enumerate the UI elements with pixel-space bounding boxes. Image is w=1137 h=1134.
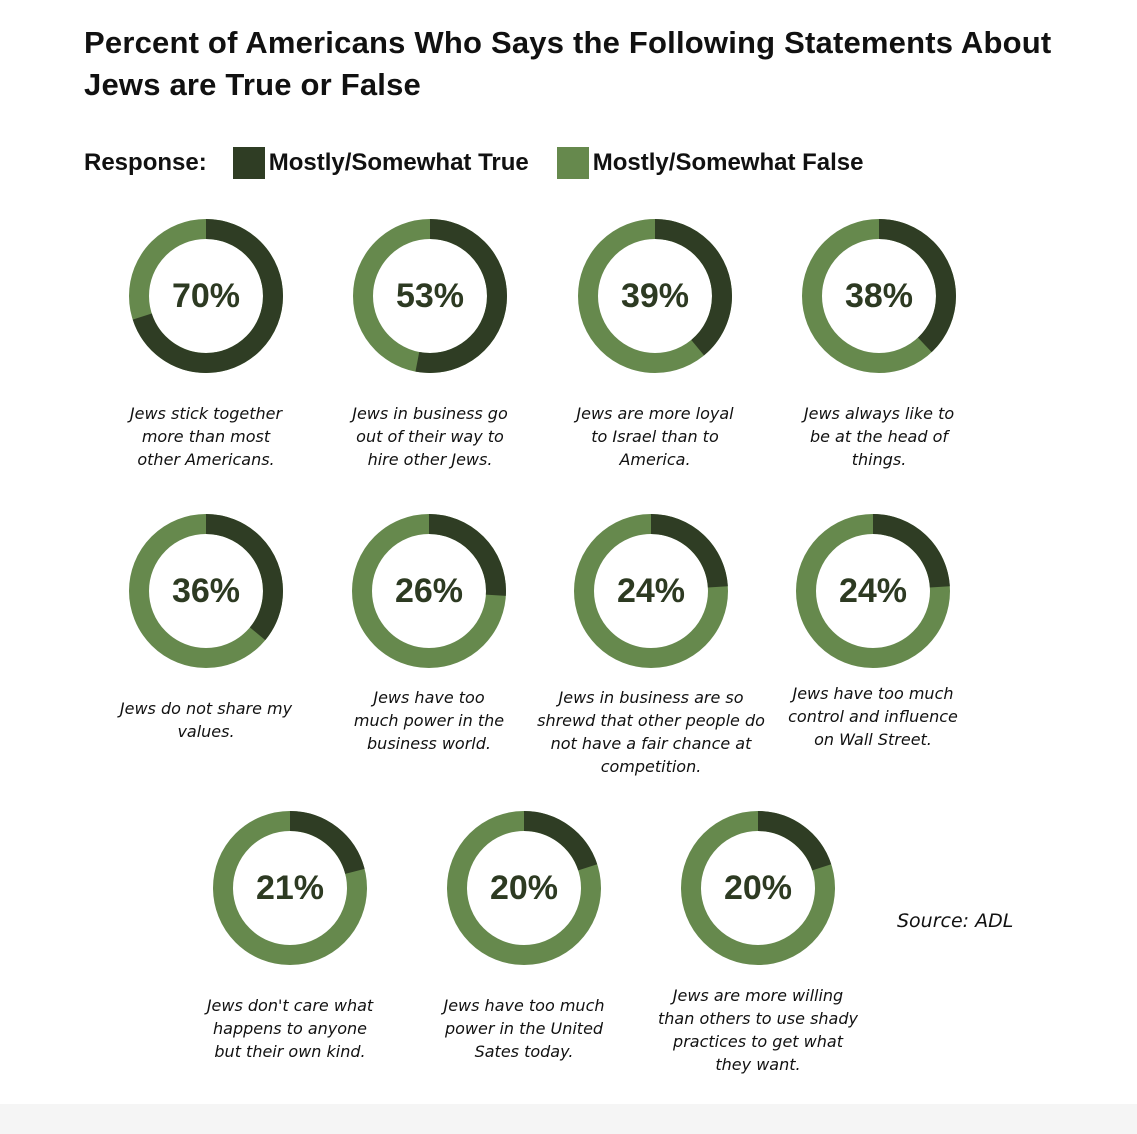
donut-svg xyxy=(352,514,506,668)
donut-percent-label: 24% xyxy=(838,571,908,610)
legend-label: Response: xyxy=(84,149,207,176)
statement-caption: Jews in business are so shrewd that othe… xyxy=(537,688,765,776)
donut-chart: 20% xyxy=(678,808,838,968)
statement-caption: Jews always like to be at the head of th… xyxy=(803,404,955,469)
donut-chart: 53% xyxy=(350,216,510,376)
donut-true-arc xyxy=(352,514,506,668)
donut-percent-label: 53% xyxy=(395,276,465,315)
donut-true-arc xyxy=(129,219,283,373)
donut-true-arc xyxy=(213,811,367,965)
donut-chart: 24% xyxy=(793,511,953,671)
donut-percent-label: 21% xyxy=(255,868,325,907)
statement-caption: Jews have too much control and influence… xyxy=(788,684,958,749)
donut-svg xyxy=(213,811,367,965)
donut-percent-label: 70% xyxy=(171,276,241,315)
donut-percent-label: 24% xyxy=(616,571,686,610)
legend: Response: Mostly/Somewhat True Mostly/So… xyxy=(84,146,892,180)
donut-chart: 26% xyxy=(349,511,509,671)
donut-chart: 24% xyxy=(571,511,731,671)
footer-bar xyxy=(0,1104,1137,1134)
statement-caption: Jews in business go out of their way to … xyxy=(352,404,508,469)
legend-text-false: Mostly/Somewhat False xyxy=(592,149,864,176)
donut-true-arc xyxy=(796,514,950,668)
donut-svg xyxy=(578,219,732,373)
donut-percent-label: 38% xyxy=(844,276,914,315)
donut-svg xyxy=(802,219,956,373)
legend-text-true: Mostly/Somewhat True xyxy=(268,149,529,176)
donut-true-arc xyxy=(578,219,732,373)
statement-caption: Jews are more willing than others to use… xyxy=(658,986,858,1074)
donut-svg xyxy=(447,811,601,965)
legend-item-false: Mostly/Somewhat False xyxy=(556,147,864,179)
statement-caption: Jews have too much power in the United S… xyxy=(443,996,605,1061)
donut-chart: 21% xyxy=(210,808,370,968)
donut-svg xyxy=(353,219,507,373)
legend-swatch-false xyxy=(556,147,589,179)
donut-svg xyxy=(129,514,283,668)
donut-svg xyxy=(129,219,283,373)
donut-true-arc xyxy=(447,811,601,965)
donut-chart: 20% xyxy=(444,808,604,968)
donut-true-arc xyxy=(574,514,728,668)
donut-svg xyxy=(574,514,728,668)
donut-chart: 39% xyxy=(575,216,735,376)
legend-item-true: Mostly/Somewhat True xyxy=(232,147,529,179)
donut-true-arc xyxy=(802,219,956,373)
statement-caption: Jews stick together more than most other… xyxy=(129,404,283,469)
source-note: Source: ADL xyxy=(897,910,1014,932)
chart-title: Percent of Americans Who Says the Follow… xyxy=(84,25,1052,102)
donut-percent-label: 26% xyxy=(394,571,464,610)
donut-chart: 70% xyxy=(126,216,286,376)
donut-true-arc xyxy=(129,514,283,668)
statement-caption: Jews do not share my values. xyxy=(119,699,293,741)
donut-chart: 38% xyxy=(799,216,959,376)
donut-svg xyxy=(681,811,835,965)
donut-percent-label: 39% xyxy=(620,276,690,315)
statement-caption: Jews have too much power in the business… xyxy=(353,688,505,753)
donut-true-arc xyxy=(681,811,835,965)
donut-svg xyxy=(796,514,950,668)
donut-chart: 36% xyxy=(126,511,286,671)
donut-true-arc xyxy=(353,219,507,373)
statement-caption: Jews don't care what happens to anyone b… xyxy=(206,996,374,1061)
legend-swatch-true xyxy=(232,147,265,179)
statement-caption: Jews are more loyal to Israel than to Am… xyxy=(576,404,734,469)
donut-percent-label: 36% xyxy=(171,571,241,610)
donut-percent-label: 20% xyxy=(723,868,793,907)
donut-percent-label: 20% xyxy=(489,868,559,907)
